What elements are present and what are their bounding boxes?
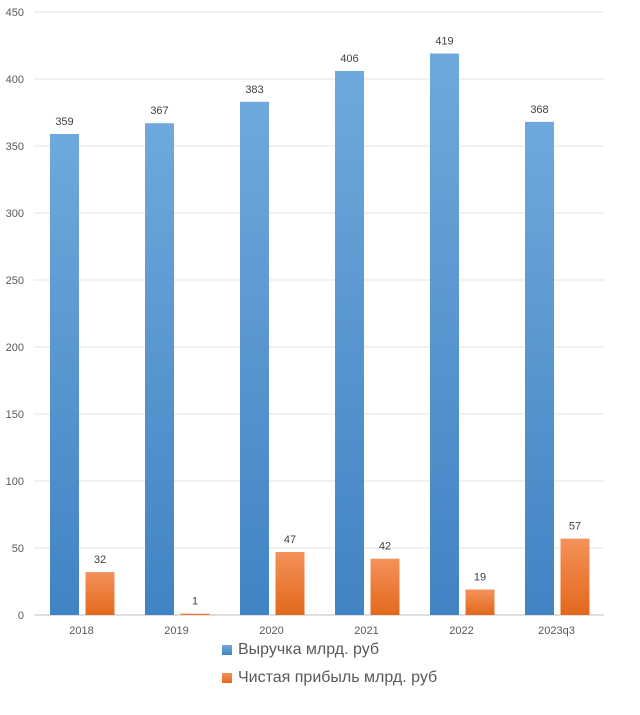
bar-revenue-2019	[145, 123, 174, 615]
y-tick-label: 250	[6, 275, 24, 287]
bar-net-profit-2020	[275, 552, 305, 615]
bar-net-profit-2018	[85, 572, 115, 615]
data-label-revenue-2023q3: 368	[530, 104, 548, 116]
data-labels: 359 32 367 1 383 47 406 42 419 19 368 57	[55, 36, 581, 608]
legend-item-net-profit: Чистая прибыль млрд. руб	[222, 664, 437, 692]
grid-lines	[34, 11, 604, 616]
bars	[50, 53, 590, 616]
x-tick-label: 2018	[69, 625, 93, 637]
y-tick-label: 300	[6, 208, 24, 220]
data-label-net-profit-2021: 42	[379, 541, 391, 553]
y-tick-label: 450	[6, 7, 24, 19]
y-tick-label: 100	[6, 476, 24, 488]
data-label-revenue-2018: 359	[55, 116, 73, 128]
y-tick-label: 200	[6, 342, 24, 354]
legend-item-revenue: Выручка млрд. руб	[222, 636, 437, 664]
legend-label-net-profit: Чистая прибыль млрд. руб	[238, 669, 438, 686]
bar-net-profit-2022	[465, 589, 495, 615]
data-label-net-profit-2019: 1	[192, 596, 198, 608]
x-tick-label: 2022	[449, 625, 473, 637]
x-tick-label: 2023q3	[538, 625, 575, 637]
y-tick-label: 150	[6, 409, 24, 421]
data-label-revenue-2021: 406	[340, 53, 358, 65]
bar-revenue-2021	[335, 70, 364, 615]
data-label-revenue-2022: 419	[435, 36, 453, 48]
bar-revenue-2020	[240, 101, 269, 615]
data-label-net-profit-2020: 47	[284, 534, 296, 546]
data-label-net-profit-2022: 19	[474, 572, 486, 584]
x-tick-label: 2020	[259, 625, 283, 637]
data-label-revenue-2019: 367	[150, 105, 168, 117]
data-label-net-profit-2023q3: 57	[569, 521, 581, 533]
y-tick-label: 0	[18, 610, 24, 622]
y-tick-label: 400	[6, 74, 24, 86]
bar-revenue-2022	[430, 53, 459, 616]
data-label-revenue-2020: 383	[245, 84, 263, 96]
legend: Выручка млрд. руб Чистая прибыль млрд. р…	[222, 636, 437, 692]
data-label-net-profit-2018: 32	[94, 554, 106, 566]
bar-net-profit-2021	[370, 558, 400, 615]
x-tick-label: 2021	[354, 625, 378, 637]
x-axis-ticks: 2018 2019 2020 2021 2022 2023q3	[69, 625, 575, 637]
y-axis-ticks: 0 50 100 150 200 250 300 350 400 450	[6, 7, 24, 622]
x-tick-label: 2019	[164, 625, 188, 637]
bar-net-profit-2019	[180, 613, 210, 615]
bar-revenue-2018	[50, 133, 79, 615]
bar-revenue-2023q3	[525, 121, 554, 615]
y-tick-label: 350	[6, 141, 24, 153]
legend-label-revenue: Выручка млрд. руб	[238, 641, 380, 658]
y-tick-label: 50	[12, 543, 24, 555]
legend-swatch-revenue	[222, 645, 232, 655]
bar-net-profit-2023q3	[560, 538, 590, 615]
legend-swatch-net-profit	[222, 673, 232, 683]
